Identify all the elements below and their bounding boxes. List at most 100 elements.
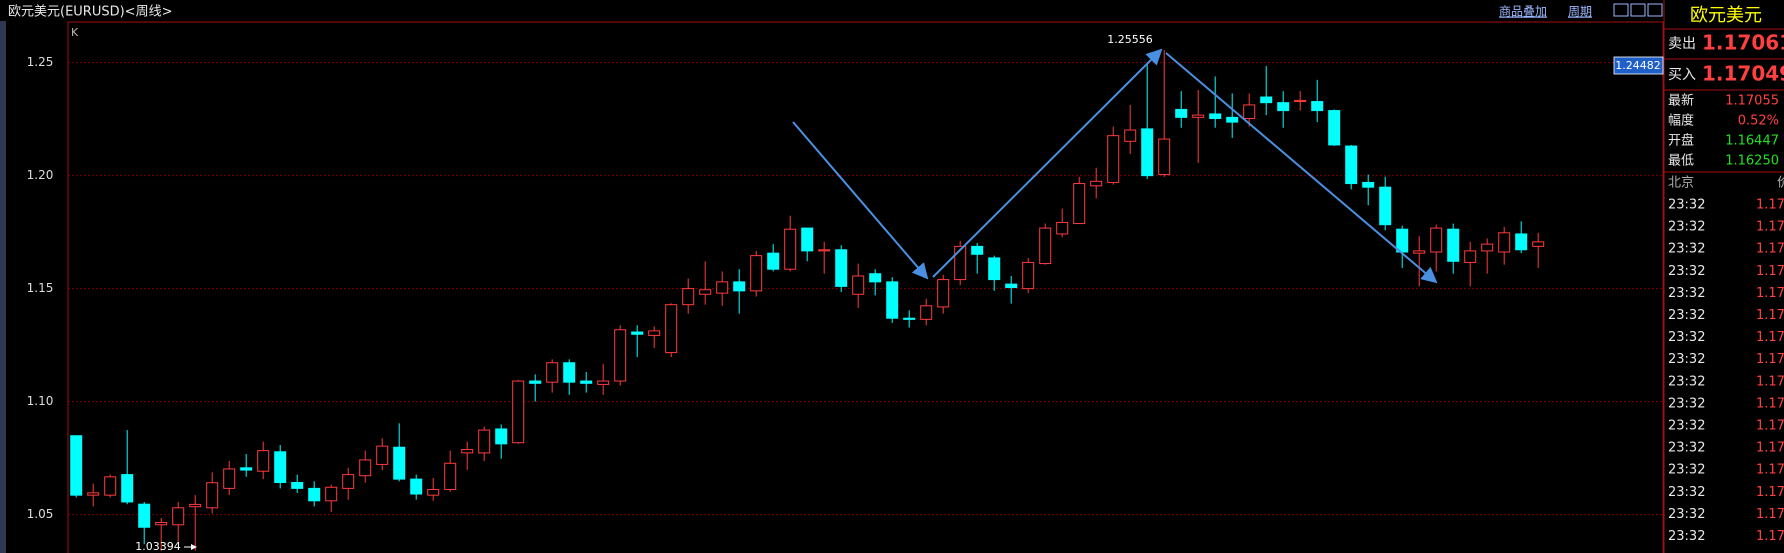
candle-body [410,478,423,495]
candle-body [376,445,389,465]
stat-value: 1.17055 [1725,94,1779,109]
candle-body [1192,114,1205,118]
plot [68,50,1663,551]
stat-value: 0.52% [1738,114,1779,129]
candle-body [291,482,304,489]
buy-label: 买入 [1668,67,1696,83]
trade-price: 1.170 [1756,529,1784,544]
candle-body [1056,221,1069,235]
toolbar-icons[interactable] [1613,3,1663,17]
candle-body [937,279,950,308]
candle-body [223,468,236,489]
y-tick-label: 1.20 [27,168,54,182]
stat-label: 开盘 [1668,133,1694,149]
candle-body [308,487,321,502]
candle-body [988,257,1001,281]
trend-arrow [792,121,929,280]
stat-value: 1.16250 [1725,154,1779,169]
candle-body [274,451,287,484]
trade-time: 23:32 [1668,308,1705,323]
candle-body [1158,138,1171,176]
candle-body [257,450,270,472]
trade-time: 23:32 [1668,264,1705,279]
column-time: 北京 [1668,176,1694,191]
candle-body [512,380,525,444]
candle-body [852,275,865,295]
candle-body [801,227,814,252]
trade-time: 23:32 [1668,441,1705,456]
candle-body [529,380,542,384]
icon[interactable] [1613,3,1629,17]
candle-body [1430,227,1443,253]
candle-body [1362,181,1375,188]
candle-body [1124,129,1137,142]
column-price: 价 [1777,176,1784,191]
candle-body [784,228,797,270]
candle-body [1464,250,1477,263]
candle-body [172,507,185,526]
trade-price: 1.170 [1756,308,1784,323]
trade-price: 1.170 [1756,220,1784,235]
candle-body [325,486,338,502]
candle-body [767,252,780,270]
candle-body [155,521,168,526]
y-tick-label: 1.15 [27,281,54,295]
candle-body [444,462,457,491]
stat-label: 幅度 [1668,113,1694,129]
trade-time: 23:32 [1668,485,1705,500]
trade-price: 1.170 [1756,463,1784,478]
icon[interactable] [1630,3,1646,17]
candle-body [954,245,967,281]
candle-body [716,281,729,294]
sell-label: 卖出 [1668,36,1696,52]
candle-body [1039,227,1052,265]
trade-time: 23:32 [1668,330,1705,345]
candle-body [427,489,440,496]
trade-time: 23:32 [1668,507,1705,522]
icon[interactable] [1647,3,1663,17]
candle-body [750,255,763,292]
period-link[interactable]: 周期 [1568,5,1592,19]
trade-time: 23:32 [1668,529,1705,544]
candle-body [189,503,202,508]
candle-body [869,273,882,283]
overlay-link[interactable]: 商品叠加 [1499,4,1547,19]
candle-body [1090,180,1103,187]
trade-price: 1.170 [1756,419,1784,434]
candle-body [1396,228,1409,253]
candle-body [1481,243,1494,252]
trade-time: 23:32 [1668,220,1705,235]
trade-price: 1.170 [1756,507,1784,522]
stat-value: 1.16447 [1725,134,1779,149]
candle-body [1022,261,1035,290]
extreme-label: 1.25556 [1107,33,1153,46]
candle-body [342,474,355,489]
quote-name: 欧元美元 [1690,5,1762,26]
trade-time: 23:32 [1668,463,1705,478]
candle-body [563,362,576,383]
candle-body [1073,183,1086,225]
candle-body [138,503,151,528]
candle-body [359,459,372,477]
candle-body [1498,232,1511,253]
trend-arrows [792,48,1438,284]
candle-body [818,249,831,252]
candle-body [597,380,610,385]
candle-body [733,281,746,292]
candle-body [1209,113,1222,119]
candle-body [393,446,406,480]
candle-body [1294,99,1307,103]
candle-body [1175,108,1188,118]
candle-body [70,435,83,496]
candle-body [971,245,984,255]
candle-body [240,467,253,471]
candle-body [665,304,678,354]
candle-body [835,249,848,287]
trade-time: 23:32 [1668,286,1705,301]
candle-body [1226,116,1239,123]
candle-body [1141,128,1154,177]
trade-price: 1.170 [1756,242,1784,257]
candle-body [546,362,559,383]
candle-body [1277,102,1290,112]
